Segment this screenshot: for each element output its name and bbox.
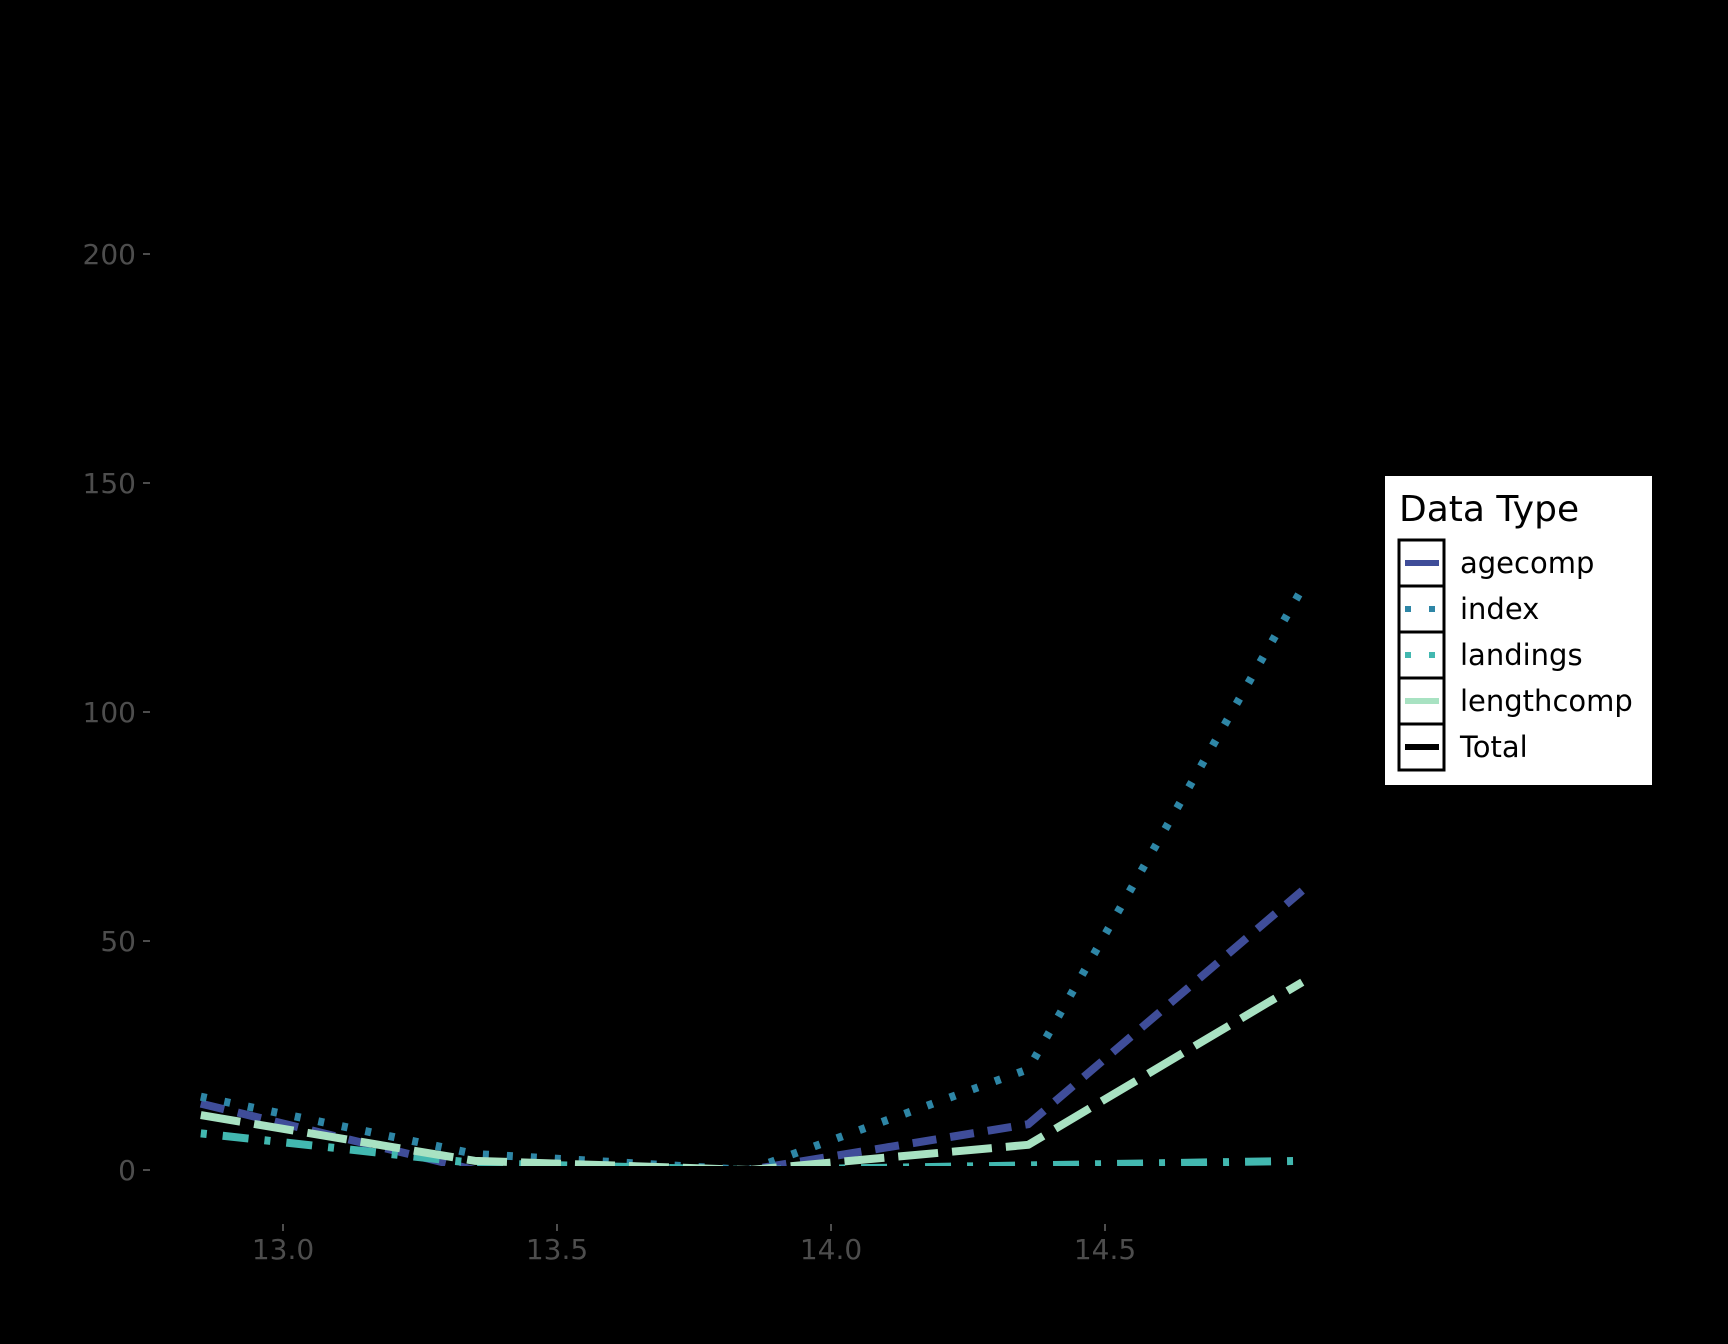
legend-item-index: index (1397, 584, 1539, 634)
legend-title: Data Type (1399, 489, 1579, 530)
x-tick-label: 14.5 (1074, 1233, 1136, 1266)
x-tick-label: 14.0 (800, 1233, 862, 1266)
y-tick-label: 0 (118, 1154, 136, 1187)
legend: Data Type agecomp index landings lengthcomp… (1385, 476, 1652, 785)
legend-label: lengthcomp (1460, 684, 1633, 718)
legend-label: agecomp (1460, 546, 1594, 580)
y-tick-label: 50 (100, 925, 136, 958)
legend-item-total: Total (1397, 722, 1528, 772)
legend-label: Total (1459, 730, 1528, 764)
legend-item-landings: landings (1397, 630, 1583, 680)
y-tick-label: 100 (83, 696, 136, 729)
y-tick-label: 200 (83, 238, 136, 271)
legend-item-lengthcomp: lengthcomp (1397, 676, 1633, 726)
plot-area (199, 586, 1306, 1174)
x-axis: 13.0 13.5 14.0 14.5 (252, 1224, 1136, 1266)
legend-label: index (1460, 592, 1539, 626)
legend-item-agecomp: agecomp (1397, 538, 1594, 588)
x-tick-label: 13.0 (252, 1233, 314, 1266)
legend-label: landings (1460, 638, 1583, 672)
x-tick-label: 13.5 (526, 1233, 588, 1266)
y-axis: 0 50 100 150 200 (83, 238, 150, 1187)
y-tick-label: 150 (83, 467, 136, 500)
